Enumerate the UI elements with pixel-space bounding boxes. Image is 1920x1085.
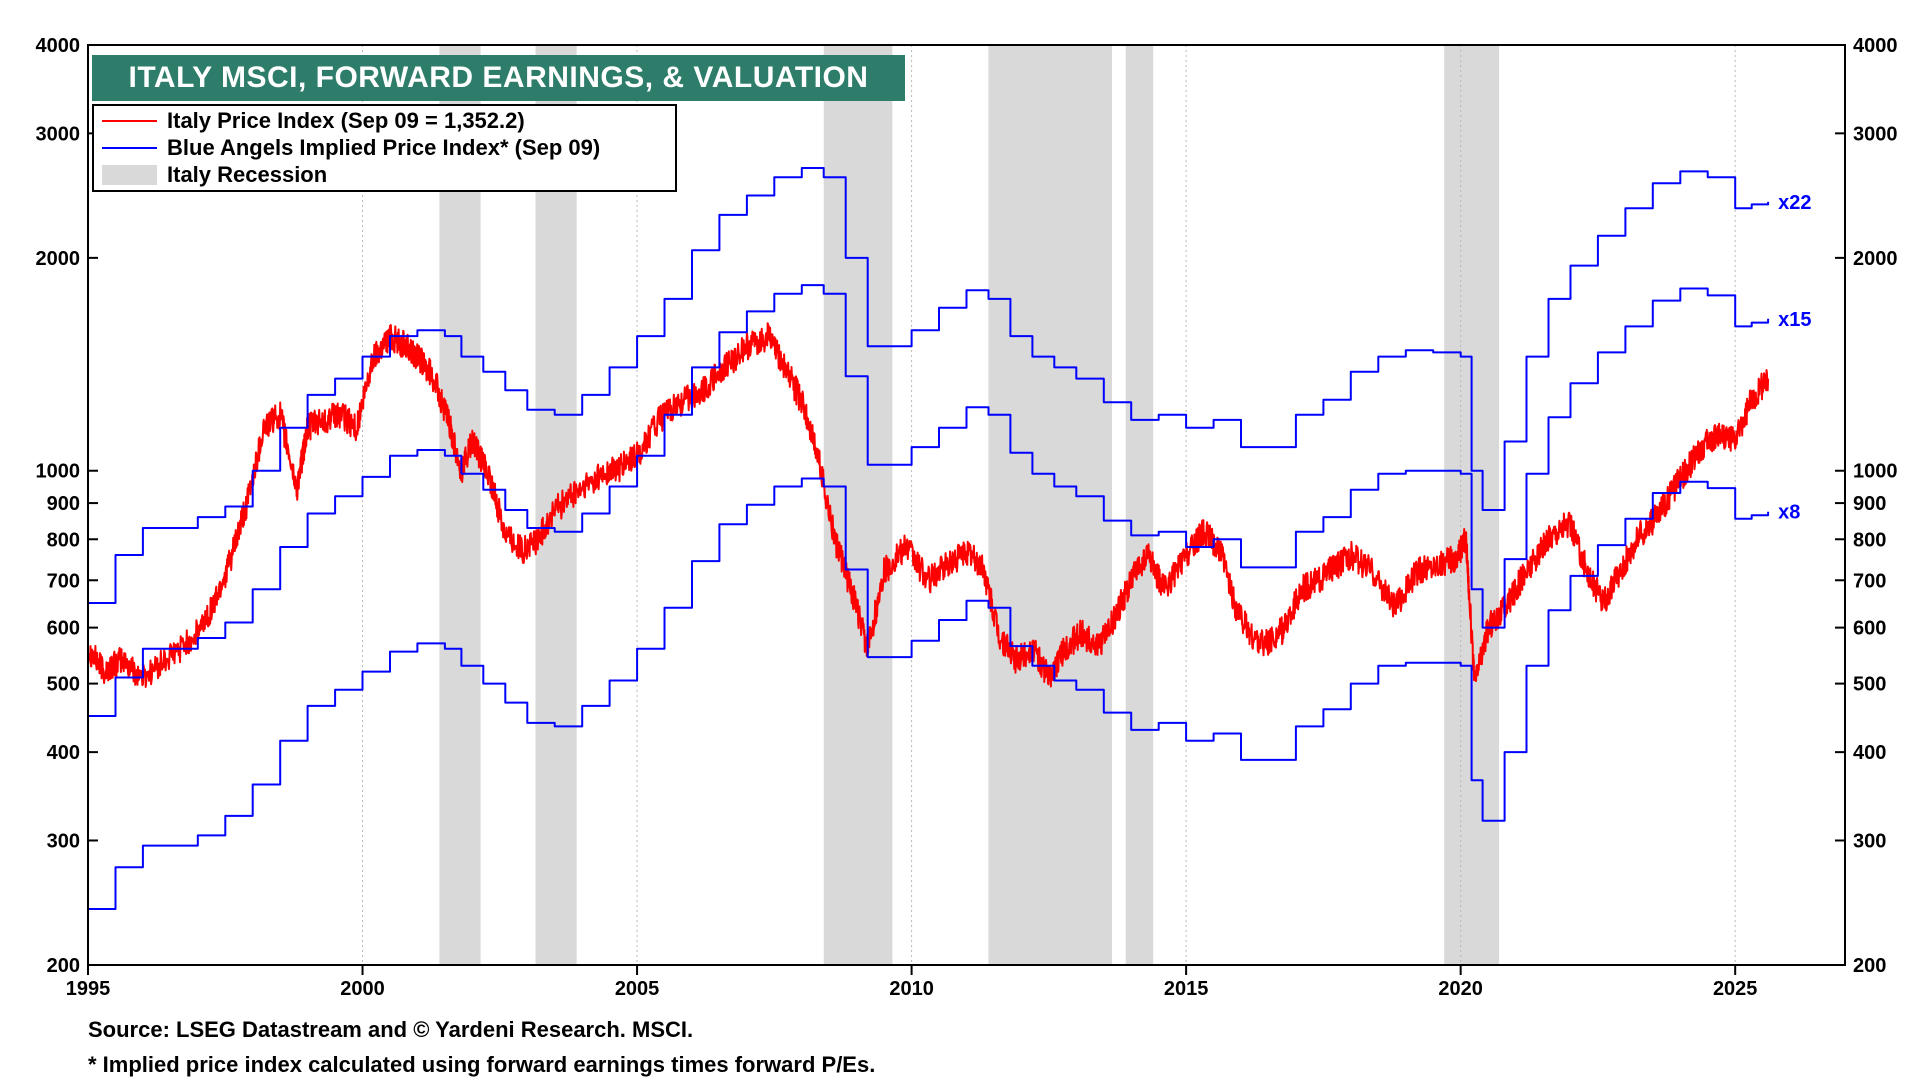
legend-label: Italy Recession <box>167 162 328 187</box>
y-tick-label-right: 2000 <box>1853 248 1898 270</box>
series-line-x15 <box>88 284 1770 717</box>
x-tick-label: 2020 <box>1438 978 1483 1000</box>
y-tick-label-right: 300 <box>1853 830 1886 852</box>
recession-band <box>823 45 893 965</box>
y-tick-label-left: 1000 <box>36 461 81 483</box>
legend-label: Blue Angels Implied Price Index* (Sep 09… <box>167 135 601 160</box>
y-tick-label-left: 4000 <box>36 35 81 57</box>
x-tick-label: 2015 <box>1164 978 1209 1000</box>
legend-item-recession: Italy Recession <box>102 162 327 188</box>
y-tick-label-right: 700 <box>1853 570 1886 592</box>
y-tick-label-left: 200 <box>47 955 80 977</box>
series-end-label: x8 <box>1778 502 1800 524</box>
legend-label: Italy Price Index (Sep 09 = 1,352.2) <box>167 108 525 133</box>
legend-swatch-red-line <box>102 120 157 122</box>
y-tick-label-left: 900 <box>47 493 80 515</box>
series-line-x22 <box>88 167 1770 604</box>
y-tick-label-right: 1000 <box>1853 461 1898 483</box>
x-tick-label: 2000 <box>340 978 385 1000</box>
implied-note: * Implied price index calculated using f… <box>88 1052 876 1077</box>
series-line-x8 <box>88 477 1770 910</box>
legend: Italy Price Index (Sep 09 = 1,352.2) Blu… <box>92 104 677 192</box>
plot-frame <box>87 44 1846 966</box>
x-tick-label: 2010 <box>889 978 934 1000</box>
recession-band <box>439 45 481 965</box>
series-end-label: x15 <box>1778 309 1811 331</box>
series-lines <box>87 167 1770 910</box>
series-end-labels: x22 x15 x8 <box>1778 192 1811 524</box>
x-tick-label: 2005 <box>615 978 660 1000</box>
y-tick-label-right: 800 <box>1853 529 1886 551</box>
y-tick-label-left: 700 <box>47 570 80 592</box>
y-tick-label-right: 600 <box>1853 618 1886 640</box>
chart-title: ITALY MSCI, FORWARD EARNINGS, & VALUATIO… <box>92 55 905 101</box>
y-tick-label-left: 500 <box>47 674 80 696</box>
y-tick-label-right: 500 <box>1853 674 1886 696</box>
x-tick-label: 1995 <box>66 978 111 1000</box>
legend-swatch-blue-line <box>102 147 157 149</box>
legend-item-implied-index: Blue Angels Implied Price Index* (Sep 09… <box>102 135 600 161</box>
y-tick-label-left: 3000 <box>36 123 81 145</box>
recession-band <box>1125 45 1154 965</box>
x-tick-label: 2025 <box>1713 978 1758 1000</box>
axis-ticks: 200 200 300 300 400 400 500 500 600 600 700 700 800 8… <box>36 35 1898 1000</box>
series-end-label: x22 <box>1778 192 1811 214</box>
y-tick-label-right: 3000 <box>1853 123 1898 145</box>
y-tick-label-left: 300 <box>47 830 80 852</box>
y-tick-label-left: 400 <box>47 742 80 764</box>
y-tick-label-left: 800 <box>47 529 80 551</box>
y-tick-label-left: 600 <box>47 618 80 640</box>
y-tick-label-right: 200 <box>1853 955 1886 977</box>
series-line-price-index <box>87 322 1770 688</box>
y-tick-label-right: 900 <box>1853 493 1886 515</box>
y-tick-label-left: 2000 <box>36 248 81 270</box>
legend-swatch-gray-band <box>102 165 157 185</box>
source-note: Source: LSEG Datastream and © Yardeni Re… <box>88 1017 694 1042</box>
legend-item-price-index: Italy Price Index (Sep 09 = 1,352.2) <box>102 108 525 134</box>
y-tick-label-right: 400 <box>1853 742 1886 764</box>
recession-band <box>988 45 1113 965</box>
y-tick-label-right: 4000 <box>1853 35 1898 57</box>
